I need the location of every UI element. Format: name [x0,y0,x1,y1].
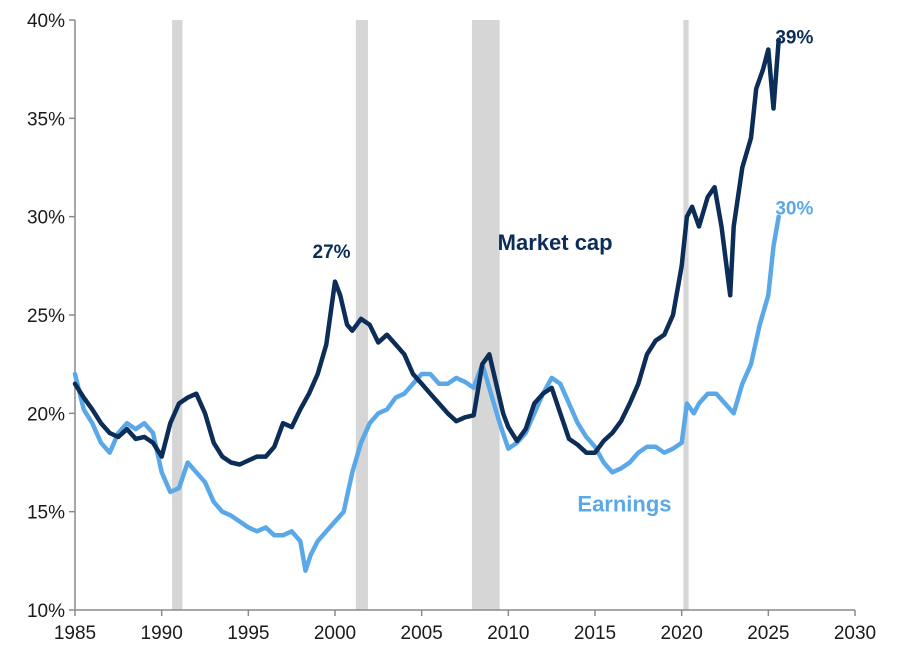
y-tick-label: 40% [27,11,65,32]
y-tick-label: 25% [27,306,65,327]
x-tick-label: 2025 [747,623,789,644]
x-tick-label: 2030 [834,623,876,644]
labels: Market cap Earnings 39% 27% 30% [313,28,814,517]
data-label: 30% [775,199,813,220]
x-tick-label: 1990 [141,623,183,644]
recession-band [683,20,689,610]
series-label-earnings: Earnings [577,492,671,517]
recession-band [355,20,368,610]
series-line-market-cap [72,37,781,467]
recession-band [172,20,183,610]
x-tick-label: 1995 [227,623,269,644]
y-tick-label: 20% [27,404,65,425]
axes: 10% 15% 20% 25% 30% 35% 40% 1985 1990 1995 2000 200… [27,11,876,644]
series-lines [72,37,781,573]
recession-bands [172,20,689,610]
y-tick-label: 35% [27,109,65,130]
x-tick-label: 1985 [54,623,96,644]
data-label: 27% [313,242,351,263]
x-tick-label: 2010 [487,623,529,644]
y-tick-label: 15% [27,503,65,524]
recession-band [471,20,500,610]
x-tick-label: 2020 [661,623,703,644]
y-tick-label: 30% [27,208,65,229]
series-line-earnings [72,214,781,573]
x-tick-label: 2015 [574,623,616,644]
data-label: 39% [775,28,813,49]
x-tick-label: 2005 [401,623,443,644]
x-tick-label: 2000 [314,623,356,644]
y-tick-label: 10% [27,601,65,622]
series-label-market-cap: Market cap [498,230,613,255]
